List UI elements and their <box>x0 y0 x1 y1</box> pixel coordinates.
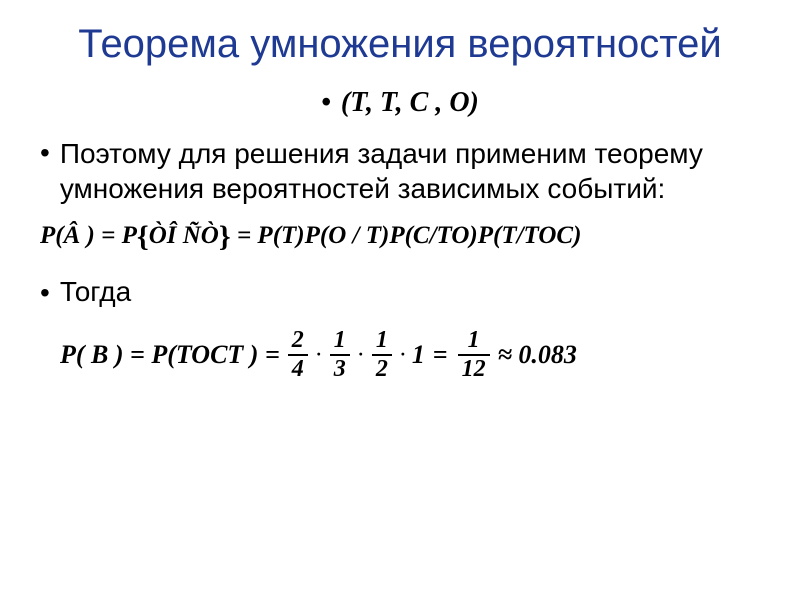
body-text: Поэтому для решения задачи применим теор… <box>60 136 760 206</box>
frac4-num: 1 <box>464 327 484 353</box>
fraction-3: 1 2 <box>372 327 392 382</box>
formula1-braces-content: ÒÎ ÑÒ <box>149 222 219 249</box>
togda-text: Тогда <box>60 276 131 308</box>
formula2-lhs: P( B ) = P(TOCT ) = <box>60 340 280 370</box>
frac3-den: 2 <box>372 354 392 382</box>
right-brace: } <box>219 220 231 253</box>
frac2-den: 3 <box>330 354 350 382</box>
formula-conditional: P(Â ) = P{ÒÎ ÑÒ} = P(T)P(O / T)P(C/TO)P(… <box>40 220 760 254</box>
equals-sign: = <box>431 340 450 370</box>
body-text-row: • Поэтому для решения задачи применим те… <box>40 136 760 220</box>
frac3-num: 1 <box>372 327 392 353</box>
frac1-den: 4 <box>288 354 308 382</box>
frac2-num: 1 <box>330 327 350 353</box>
slide-title: Теорема умножения вероятностей <box>40 20 760 68</box>
fraction-4: 1 12 <box>458 327 490 382</box>
formula-result: P( B ) = P(TOCT ) = 2 4 · 1 3 · 1 2 · 1 … <box>40 327 760 382</box>
approx-value: ≈ 0.083 <box>498 340 577 370</box>
bullet-icon: • <box>40 136 50 170</box>
formula1-lhs: P(Â ) = P <box>40 222 137 249</box>
togda-row: • Тогда <box>40 276 760 310</box>
bullet-icon: • <box>40 276 50 310</box>
formula1-rhs: = P(T)P(O / T)P(C/TO)P(T/TOC) <box>231 222 582 249</box>
frac1-num: 2 <box>288 327 308 353</box>
bullet-icon: • <box>321 86 331 120</box>
mult-one: 1 <box>412 340 425 370</box>
left-brace: { <box>137 220 149 253</box>
cdot-icon: · <box>316 344 322 365</box>
cdot-icon: · <box>358 344 364 365</box>
fraction-1: 2 4 <box>288 327 308 382</box>
fraction-2: 1 3 <box>330 327 350 382</box>
cdot-icon: · <box>400 344 406 365</box>
sequence-line: • (Т, Т, С , О) <box>40 86 760 120</box>
sequence-text: (Т, Т, С , О) <box>341 87 479 119</box>
frac4-den: 12 <box>458 354 490 382</box>
